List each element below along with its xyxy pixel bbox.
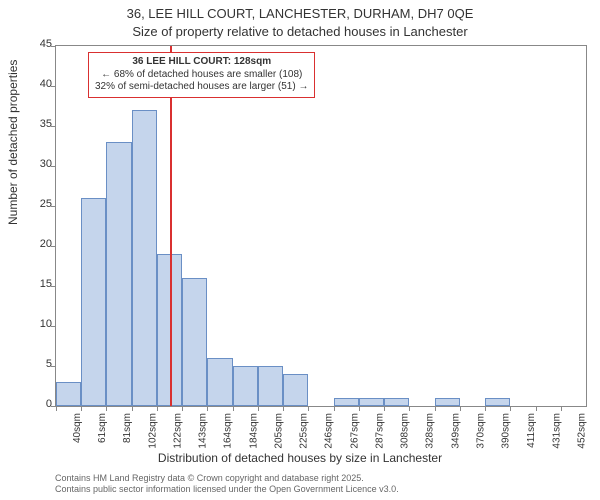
histogram-bar xyxy=(106,142,131,406)
x-tick-label: 81sqm xyxy=(122,413,133,443)
x-tick-label: 122sqm xyxy=(173,413,184,449)
callout-line2: 32% of semi-detached houses are larger (… xyxy=(95,81,308,94)
x-tick-label: 143sqm xyxy=(198,413,209,449)
histogram-bar xyxy=(258,366,283,406)
histogram-bar xyxy=(359,398,384,406)
x-tick xyxy=(308,406,309,411)
callout-box: 36 LEE HILL COURT: 128sqm ← 68% of detac… xyxy=(88,52,315,98)
histogram-bar xyxy=(132,110,157,406)
x-tick xyxy=(561,406,562,411)
y-tick-label: 10 xyxy=(22,318,52,330)
chart-title-line2: Size of property relative to detached ho… xyxy=(0,24,600,39)
y-tick-label: 20 xyxy=(22,238,52,250)
y-tick-label: 25 xyxy=(22,198,52,210)
y-tick-label: 45 xyxy=(22,38,52,50)
histogram-bar xyxy=(81,198,106,406)
x-tick-label: 287sqm xyxy=(374,413,385,449)
x-tick-label: 370sqm xyxy=(475,413,486,449)
x-tick-label: 349sqm xyxy=(450,413,461,449)
histogram-bar xyxy=(334,398,359,406)
callout-title: 36 LEE HILL COURT: 128sqm xyxy=(95,56,308,69)
y-tick-label: 40 xyxy=(22,78,52,90)
y-tick-label: 5 xyxy=(22,358,52,370)
x-tick xyxy=(334,406,335,411)
x-axis-label: Distribution of detached houses by size … xyxy=(0,451,600,465)
y-axis-label: Number of detached properties xyxy=(6,60,20,225)
attribution-line2: Contains public sector information licen… xyxy=(55,484,399,496)
x-tick xyxy=(460,406,461,411)
y-tick-label: 30 xyxy=(22,158,52,170)
x-tick xyxy=(157,406,158,411)
chart-container: 36, LEE HILL COURT, LANCHESTER, DURHAM, … xyxy=(0,0,600,500)
x-tick xyxy=(409,406,410,411)
x-tick xyxy=(283,406,284,411)
chart-title-line1: 36, LEE HILL COURT, LANCHESTER, DURHAM, … xyxy=(0,6,600,21)
x-tick-label: 61sqm xyxy=(97,413,108,443)
x-tick-label: 225sqm xyxy=(299,413,310,449)
histogram-bar xyxy=(182,278,207,406)
x-tick-label: 102sqm xyxy=(147,413,158,449)
histogram-bar xyxy=(283,374,308,406)
x-tick-label: 431sqm xyxy=(551,413,562,449)
x-tick-label: 184sqm xyxy=(248,413,259,449)
x-tick-label: 452sqm xyxy=(576,413,587,449)
y-tick-label: 0 xyxy=(22,398,52,410)
histogram-bar xyxy=(485,398,510,406)
histogram-bar xyxy=(233,366,258,406)
x-tick xyxy=(106,406,107,411)
x-tick xyxy=(233,406,234,411)
x-tick xyxy=(485,406,486,411)
x-tick xyxy=(81,406,82,411)
x-tick xyxy=(258,406,259,411)
callout-line1: ← 68% of detached houses are smaller (10… xyxy=(95,69,308,82)
x-tick-label: 267sqm xyxy=(349,413,360,449)
x-tick-label: 205sqm xyxy=(274,413,285,449)
x-tick xyxy=(510,406,511,411)
x-tick xyxy=(536,406,537,411)
x-tick-label: 308sqm xyxy=(400,413,411,449)
x-tick-label: 390sqm xyxy=(501,413,512,449)
x-tick-label: 411sqm xyxy=(526,413,537,448)
attribution: Contains HM Land Registry data © Crown c… xyxy=(55,473,399,496)
x-tick xyxy=(132,406,133,411)
plot-area: 36 LEE HILL COURT: 128sqm ← 68% of detac… xyxy=(55,45,587,407)
x-tick xyxy=(384,406,385,411)
histogram-bar xyxy=(207,358,232,406)
histogram-bar xyxy=(435,398,460,406)
x-tick-label: 246sqm xyxy=(324,413,335,449)
x-tick xyxy=(207,406,208,411)
x-tick xyxy=(56,406,57,411)
x-tick xyxy=(359,406,360,411)
y-tick-label: 15 xyxy=(22,278,52,290)
histogram-bar xyxy=(384,398,409,406)
y-tick-label: 35 xyxy=(22,118,52,130)
marker-line xyxy=(170,46,172,406)
x-tick-label: 164sqm xyxy=(223,413,234,449)
x-tick-label: 328sqm xyxy=(425,413,436,449)
attribution-line1: Contains HM Land Registry data © Crown c… xyxy=(55,473,399,485)
histogram-bar xyxy=(56,382,81,406)
x-tick xyxy=(182,406,183,411)
x-tick-label: 40sqm xyxy=(72,413,83,443)
x-tick xyxy=(435,406,436,411)
